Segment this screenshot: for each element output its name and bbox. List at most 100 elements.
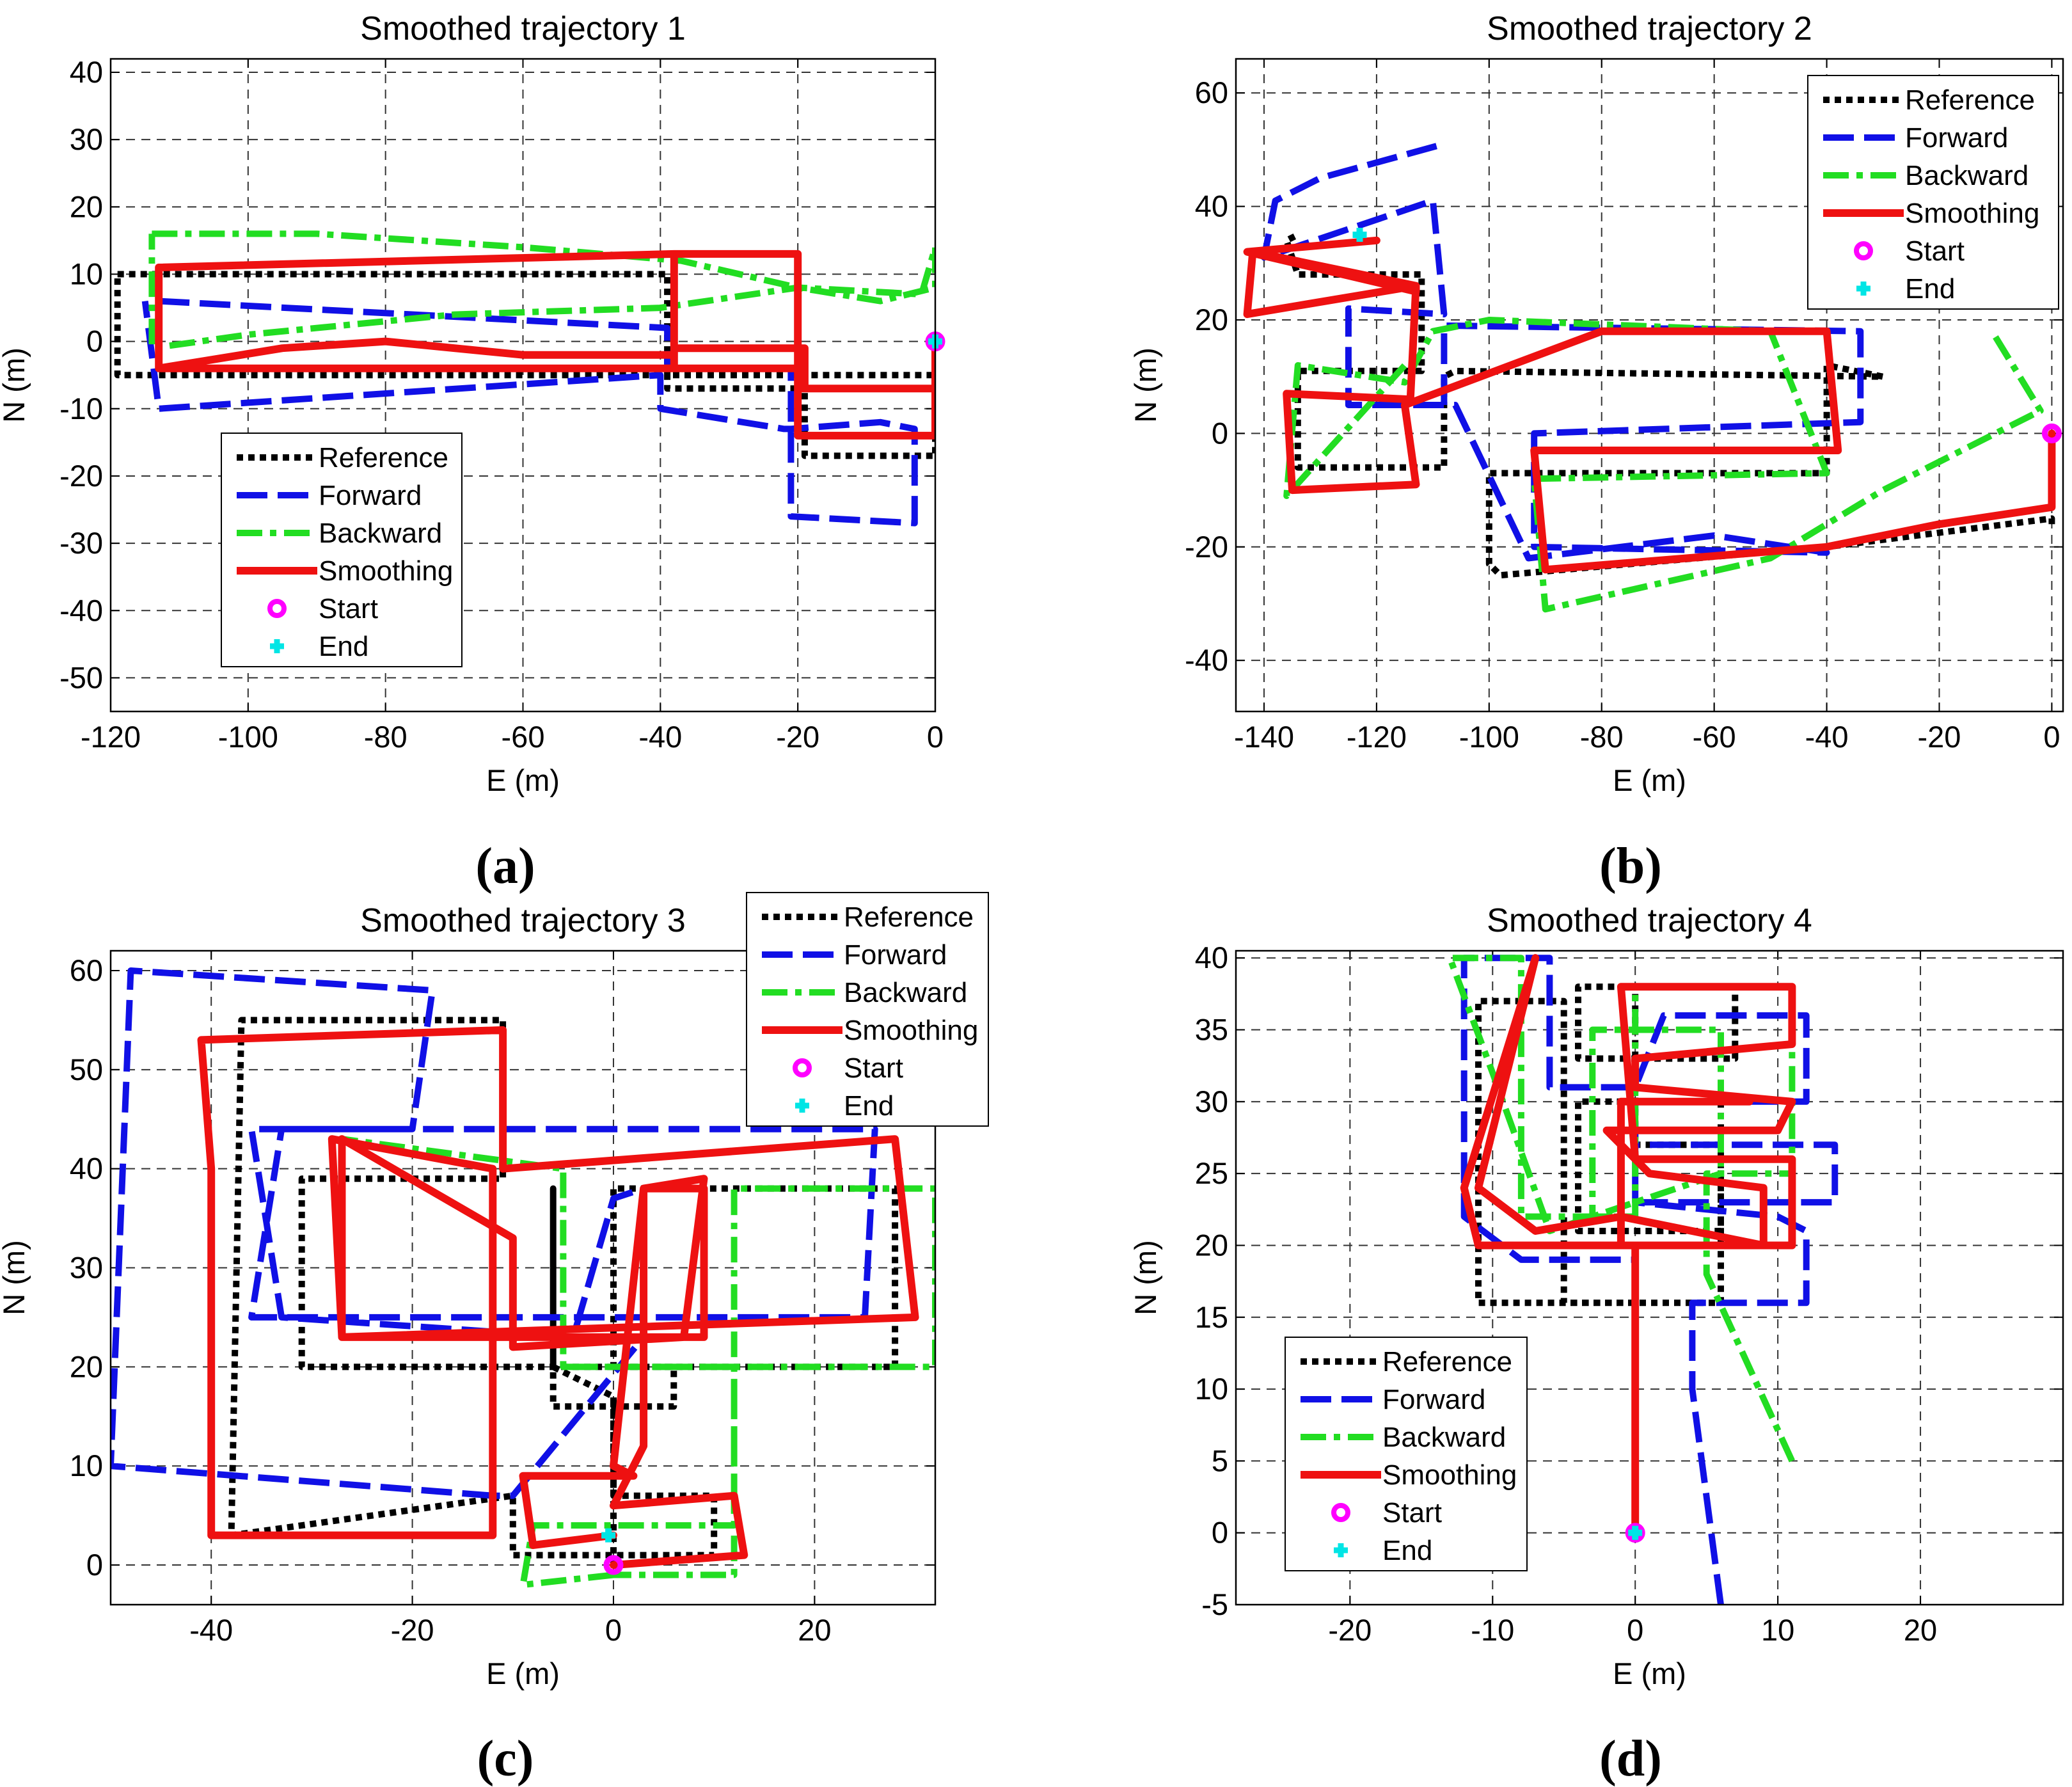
x-tick-label: -20	[391, 1613, 434, 1647]
x-tick-label: -80	[1580, 720, 1624, 754]
x-tick-label: -60	[1693, 720, 1736, 754]
x-axis-label: E (m)	[486, 763, 560, 797]
legend-box	[1285, 1337, 1528, 1571]
y-tick-label: 20	[1195, 303, 1228, 337]
legend-label: Smoothing	[1382, 1459, 1517, 1491]
series-line-backward	[1446, 955, 1796, 1463]
panel-label: (a)	[475, 838, 535, 894]
x-tick-label: -120	[1347, 720, 1407, 754]
legend-label: Start	[1382, 1497, 1442, 1529]
legend-label: Reference	[1382, 1346, 1512, 1378]
x-tick-label: 0	[2043, 720, 2060, 754]
x-tick-label: -20	[776, 720, 819, 754]
y-tick-label: 30	[1195, 1084, 1228, 1118]
x-tick-label: -10	[1471, 1613, 1514, 1647]
legend: Reference Forward Backward Smoothing Start En…	[1807, 75, 2059, 310]
x-tick-label: -40	[638, 720, 682, 754]
y-tick-label: 20	[70, 1349, 103, 1383]
legend: Reference Forward Backward Smoothing Start En…	[746, 892, 989, 1127]
x-tick-label: -100	[218, 720, 278, 754]
start-marker	[603, 1555, 624, 1575]
legend-label: Smoothing	[1905, 198, 2039, 229]
series-line-forward	[141, 298, 918, 527]
y-tick-label: 5	[1212, 1443, 1228, 1477]
series-line-smoothing	[1243, 236, 2056, 574]
y-tick-label: -30	[59, 526, 103, 560]
legend-swatch-end	[1334, 1543, 1348, 1557]
panel-label: (d)	[1599, 1731, 1662, 1787]
y-tick-label: 40	[70, 55, 103, 89]
x-tick-label: -80	[364, 720, 407, 754]
y-tick-label: 30	[70, 122, 103, 156]
y-tick-label: -40	[59, 593, 103, 627]
y-tick-label: -20	[1185, 530, 1228, 564]
x-tick-label: -60	[502, 720, 545, 754]
legend-swatch-end	[270, 639, 284, 653]
series-line-reference	[114, 271, 935, 459]
y-tick-label: -5	[1201, 1587, 1228, 1621]
x-tick-label: 20	[798, 1613, 831, 1647]
y-tick-label: 50	[70, 1052, 103, 1086]
x-tick-label: 0	[927, 720, 944, 754]
legend-box	[221, 433, 463, 667]
legend-label: Forward	[1382, 1384, 1485, 1415]
legend-label: Start	[319, 593, 378, 624]
legend-box	[1807, 75, 2059, 310]
axes-box	[109, 58, 937, 713]
y-tick-label: 20	[1195, 1228, 1228, 1262]
legend-swatch-start	[793, 1058, 812, 1077]
end-marker	[1352, 227, 1367, 242]
y-tick-label: 0	[1212, 1516, 1228, 1550]
y-tick-label: 35	[1195, 1013, 1228, 1047]
legend-label: Reference	[319, 442, 448, 473]
series-line-reference	[228, 1017, 899, 1566]
chart-panel-3: -40 -20 0 20 0 10 20 30 40 50 60 Smoothed trajector…	[0, 892, 989, 1787]
x-tick-label: -100	[1459, 720, 1519, 754]
x-tick-label: 0	[605, 1613, 622, 1647]
chart-title: Smoothed trajectory 4	[1487, 902, 1812, 939]
y-tick-label: -50	[59, 660, 103, 694]
y-axis-label: N (m)	[0, 347, 31, 422]
y-tick-label: -20	[59, 459, 103, 493]
chart-title: Smoothed trajectory 2	[1487, 10, 1812, 47]
series-group	[114, 230, 935, 527]
legend-label: End	[844, 1090, 894, 1122]
y-tick-label: 25	[1195, 1156, 1228, 1190]
axes-box	[1235, 58, 2064, 713]
series-group	[1243, 141, 2056, 613]
x-tick-label: 20	[1904, 1613, 1937, 1647]
legend-label: End	[1905, 273, 1955, 305]
y-axis-label: N (m)	[0, 1240, 31, 1315]
series-line-smoothing	[155, 250, 935, 440]
panel-label: (b)	[1599, 838, 1662, 894]
y-tick-label: 40	[1195, 941, 1228, 974]
y-tick-label: -40	[1185, 643, 1228, 677]
legend-box	[746, 892, 989, 1127]
legend-swatch-start	[1331, 1503, 1350, 1522]
series-line-backward	[338, 1136, 935, 1588]
panel-label: (c)	[477, 1731, 534, 1787]
start-marker	[2041, 423, 2062, 443]
y-tick-label: 40	[1195, 189, 1228, 223]
legend-swatch-end	[1856, 282, 1870, 296]
chart-panel-1: -120 -100 -80 -60 -40 -20 0-50-40-30-20-100102…	[0, 10, 945, 894]
legend-label: Start	[1905, 235, 1965, 267]
series-group	[1446, 954, 1839, 1605]
legend-label: Reference	[1905, 84, 2035, 116]
legend-label: Forward	[1905, 122, 2008, 154]
y-tick-label: 0	[86, 1548, 103, 1582]
legend-label: Smoothing	[319, 555, 453, 587]
legend-label: Start	[844, 1052, 903, 1084]
x-axis-label: E (m)	[1613, 763, 1686, 797]
chart-title: Smoothed trajectory 1	[360, 10, 686, 47]
y-tick-label: 15	[1195, 1300, 1228, 1334]
x-tick-label: 10	[1761, 1613, 1794, 1647]
series-line-smoothing	[1460, 954, 1796, 1537]
legend-label: Backward	[1905, 160, 2029, 191]
legend: Reference Forward Backward Smoothing Start En…	[1285, 1337, 1528, 1571]
legend-label: Forward	[319, 480, 422, 511]
y-axis-label: N (m)	[1128, 1240, 1162, 1315]
x-tick-label: -40	[189, 1613, 233, 1647]
legend-label: Backward	[319, 518, 442, 549]
